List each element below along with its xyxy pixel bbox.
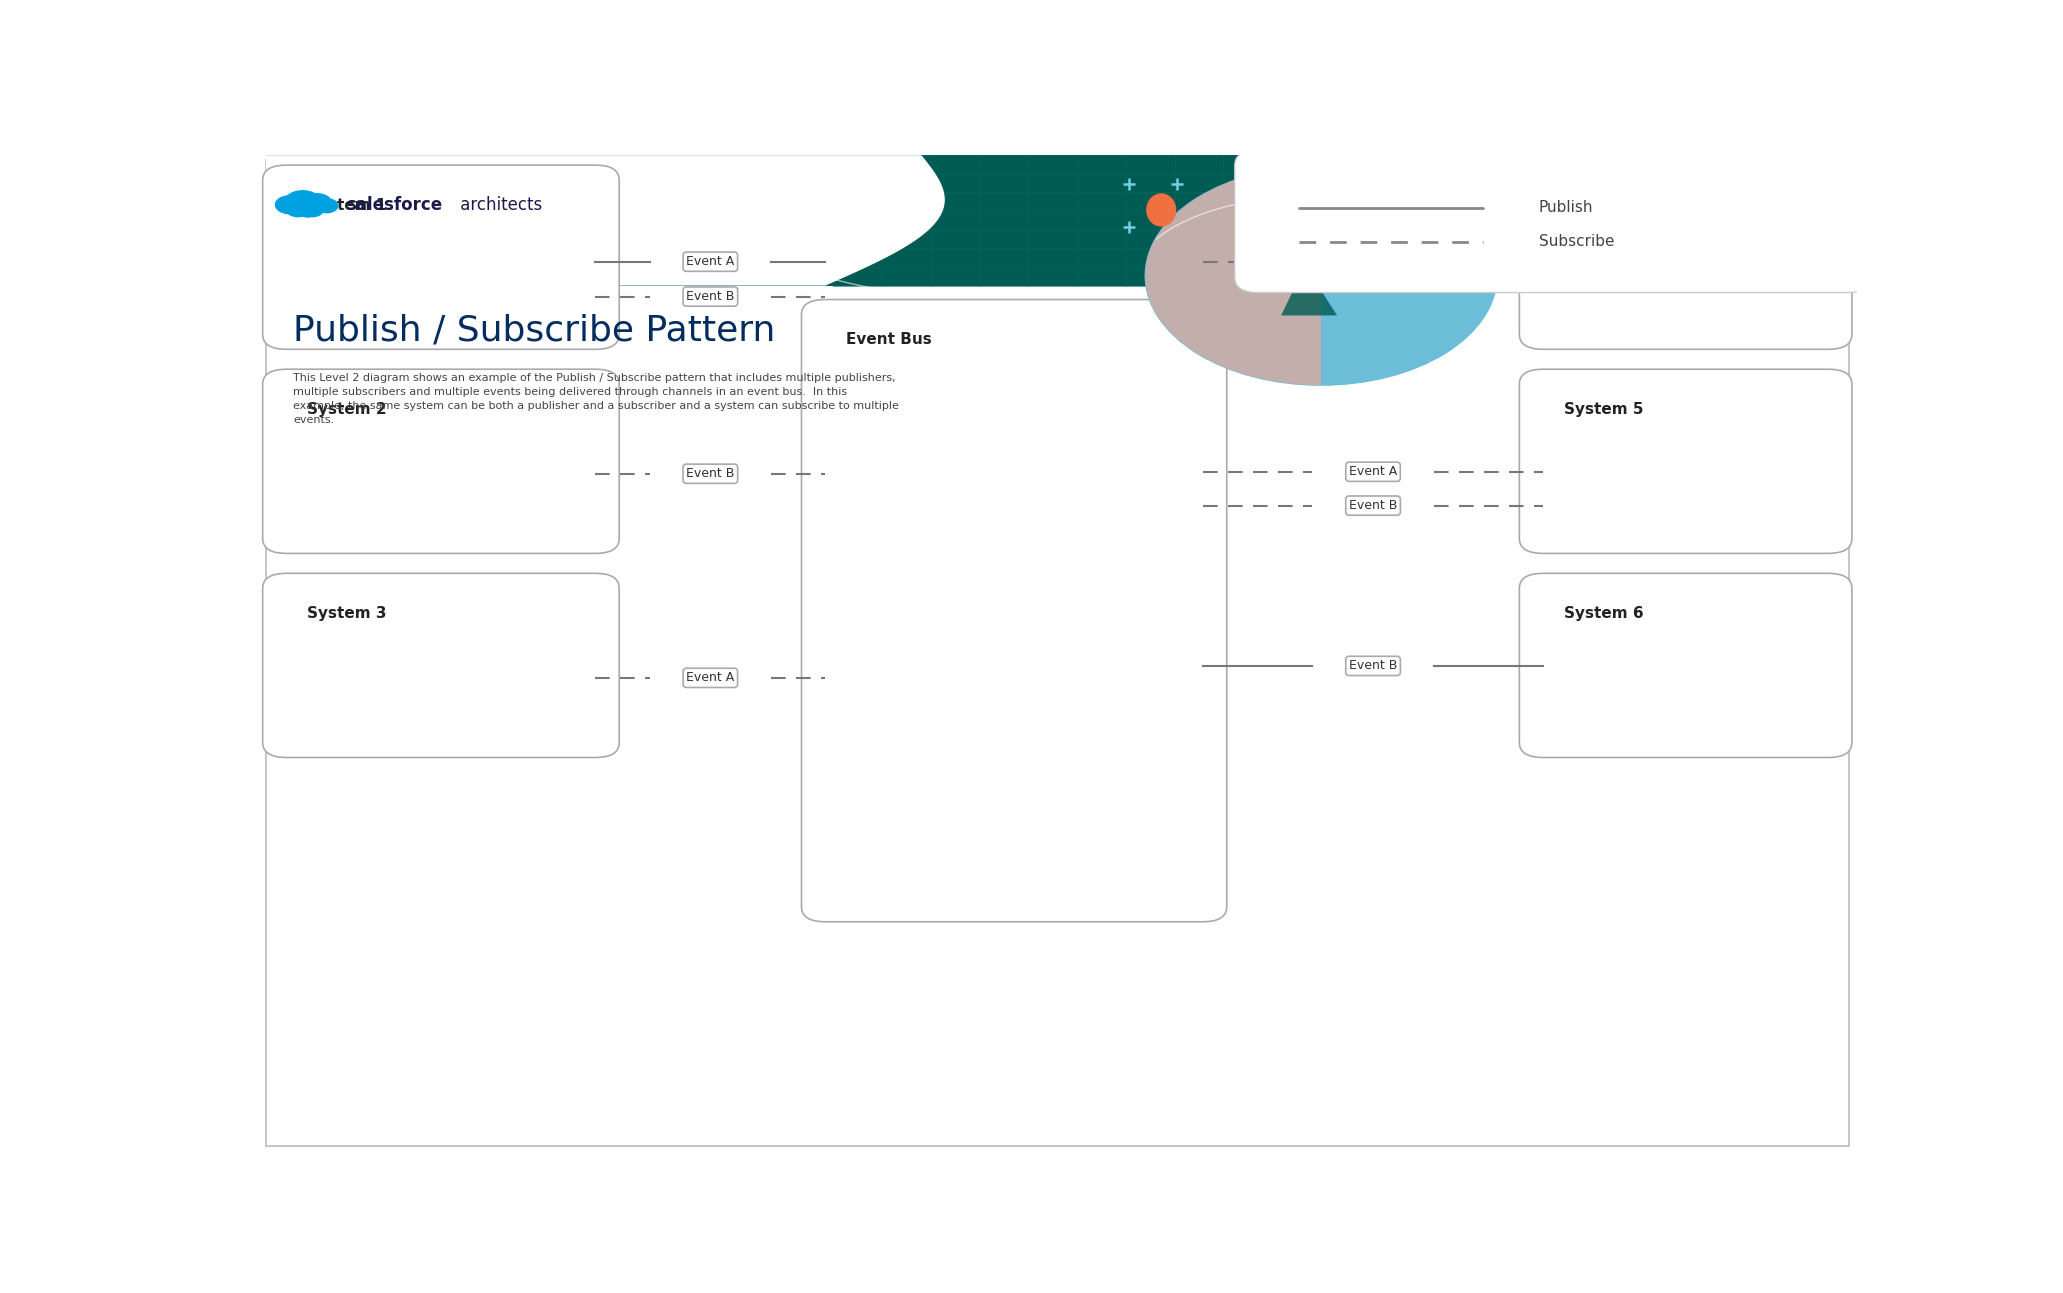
Text: Event A: Event A — [687, 671, 734, 684]
Text: Event B: Event B — [1349, 659, 1397, 672]
Text: Event B: Event B — [687, 290, 734, 303]
Polygon shape — [266, 155, 945, 286]
Text: System 3: System 3 — [307, 606, 388, 621]
Text: System 2: System 2 — [307, 402, 388, 418]
FancyBboxPatch shape — [800, 300, 1227, 922]
Text: Event B: Event B — [687, 467, 734, 480]
FancyBboxPatch shape — [1518, 166, 1853, 349]
FancyBboxPatch shape — [262, 573, 619, 758]
Text: System 6: System 6 — [1564, 606, 1644, 621]
FancyBboxPatch shape — [1518, 370, 1853, 553]
Text: System 1: System 1 — [307, 198, 388, 213]
Text: Event B: Event B — [1349, 499, 1397, 512]
Circle shape — [301, 203, 324, 217]
Circle shape — [316, 199, 338, 212]
Text: Event Bus: Event Bus — [846, 332, 932, 348]
Text: Event A: Event A — [687, 255, 734, 268]
FancyBboxPatch shape — [1518, 573, 1853, 758]
Text: Event A: Event A — [1349, 255, 1397, 268]
Text: System 5: System 5 — [1564, 402, 1644, 418]
FancyBboxPatch shape — [266, 160, 1848, 1146]
Circle shape — [276, 195, 303, 213]
Polygon shape — [1281, 265, 1337, 315]
FancyBboxPatch shape — [1236, 150, 1871, 292]
Text: architects: architects — [454, 195, 543, 213]
Text: Publish / Subscribe Pattern: Publish / Subscribe Pattern — [293, 313, 776, 348]
FancyBboxPatch shape — [266, 155, 1848, 286]
FancyBboxPatch shape — [266, 155, 1848, 286]
Circle shape — [1145, 166, 1498, 385]
Text: This Level 2 diagram shows an example of the Publish / Subscribe pattern that in: This Level 2 diagram shows an example of… — [293, 374, 899, 425]
Text: System 4: System 4 — [1564, 198, 1644, 213]
Circle shape — [285, 191, 320, 212]
Ellipse shape — [1147, 194, 1176, 226]
Text: Publish: Publish — [1539, 200, 1593, 216]
Circle shape — [287, 203, 309, 217]
Text: Subscribe: Subscribe — [1539, 234, 1613, 250]
Text: Event A: Event A — [1349, 465, 1397, 478]
Circle shape — [303, 194, 332, 212]
FancyBboxPatch shape — [262, 370, 619, 553]
FancyBboxPatch shape — [262, 166, 619, 349]
Text: salesforce: salesforce — [347, 195, 441, 213]
Text: ●: ● — [293, 190, 320, 220]
Polygon shape — [1145, 166, 1320, 385]
